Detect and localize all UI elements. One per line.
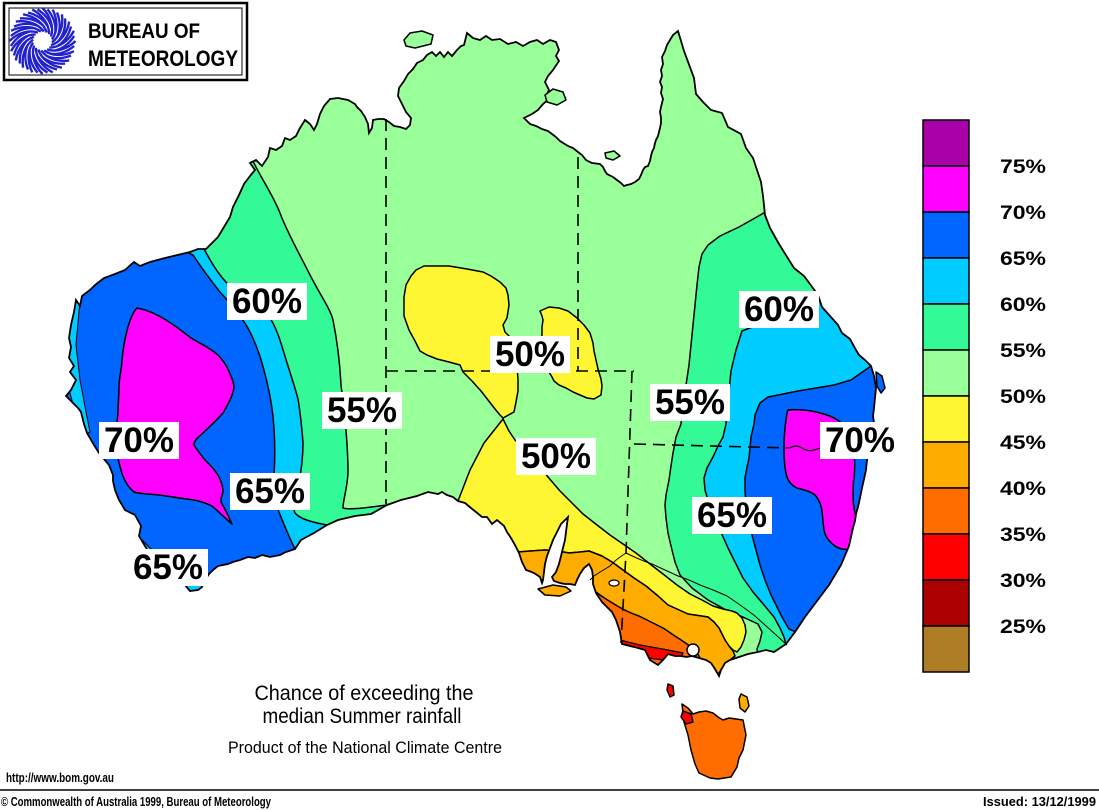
svg-text:median Summer rainfall: median Summer rainfall (263, 705, 462, 728)
svg-text:METEOROLOGY: METEOROLOGY (88, 46, 238, 71)
svg-text:70%: 70% (825, 421, 895, 460)
svg-text:55%: 55% (1000, 341, 1046, 362)
svg-text:25%: 25% (1000, 617, 1046, 638)
svg-text:40%: 40% (1000, 479, 1046, 500)
svg-text:BUREAU OF: BUREAU OF (88, 20, 200, 43)
svg-text:30%: 30% (1000, 571, 1046, 592)
svg-text:© Commonwealth of Australia 19: © Commonwealth of Australia 1999, Bureau… (1, 794, 272, 809)
svg-text:35%: 35% (1000, 525, 1046, 546)
svg-text:45%: 45% (1000, 433, 1046, 454)
svg-text:70%: 70% (104, 421, 174, 460)
svg-text:60%: 60% (232, 282, 302, 321)
svg-text:60%: 60% (744, 290, 814, 329)
svg-text:55%: 55% (327, 391, 397, 430)
svg-text:60%: 60% (1000, 295, 1046, 316)
svg-text:65%: 65% (697, 496, 767, 535)
svg-text:50%: 50% (521, 437, 591, 476)
svg-text:Issued: 13/12/1999: Issued: 13/12/1999 (983, 794, 1096, 809)
svg-text:65%: 65% (235, 472, 305, 511)
svg-text:70%: 70% (1000, 203, 1046, 224)
svg-text:75%: 75% (1000, 157, 1046, 178)
svg-text:65%: 65% (1000, 249, 1046, 270)
svg-text:50%: 50% (495, 335, 565, 374)
svg-text:Product of the National Climat: Product of the National Climate Centre (228, 738, 502, 757)
svg-text:Chance of exceeding the: Chance of exceeding the (255, 682, 474, 705)
svg-text:65%: 65% (133, 548, 203, 587)
svg-text:50%: 50% (1000, 387, 1046, 408)
svg-text:55%: 55% (655, 383, 725, 422)
svg-text:http://www.bom.gov.au: http://www.bom.gov.au (6, 770, 114, 785)
